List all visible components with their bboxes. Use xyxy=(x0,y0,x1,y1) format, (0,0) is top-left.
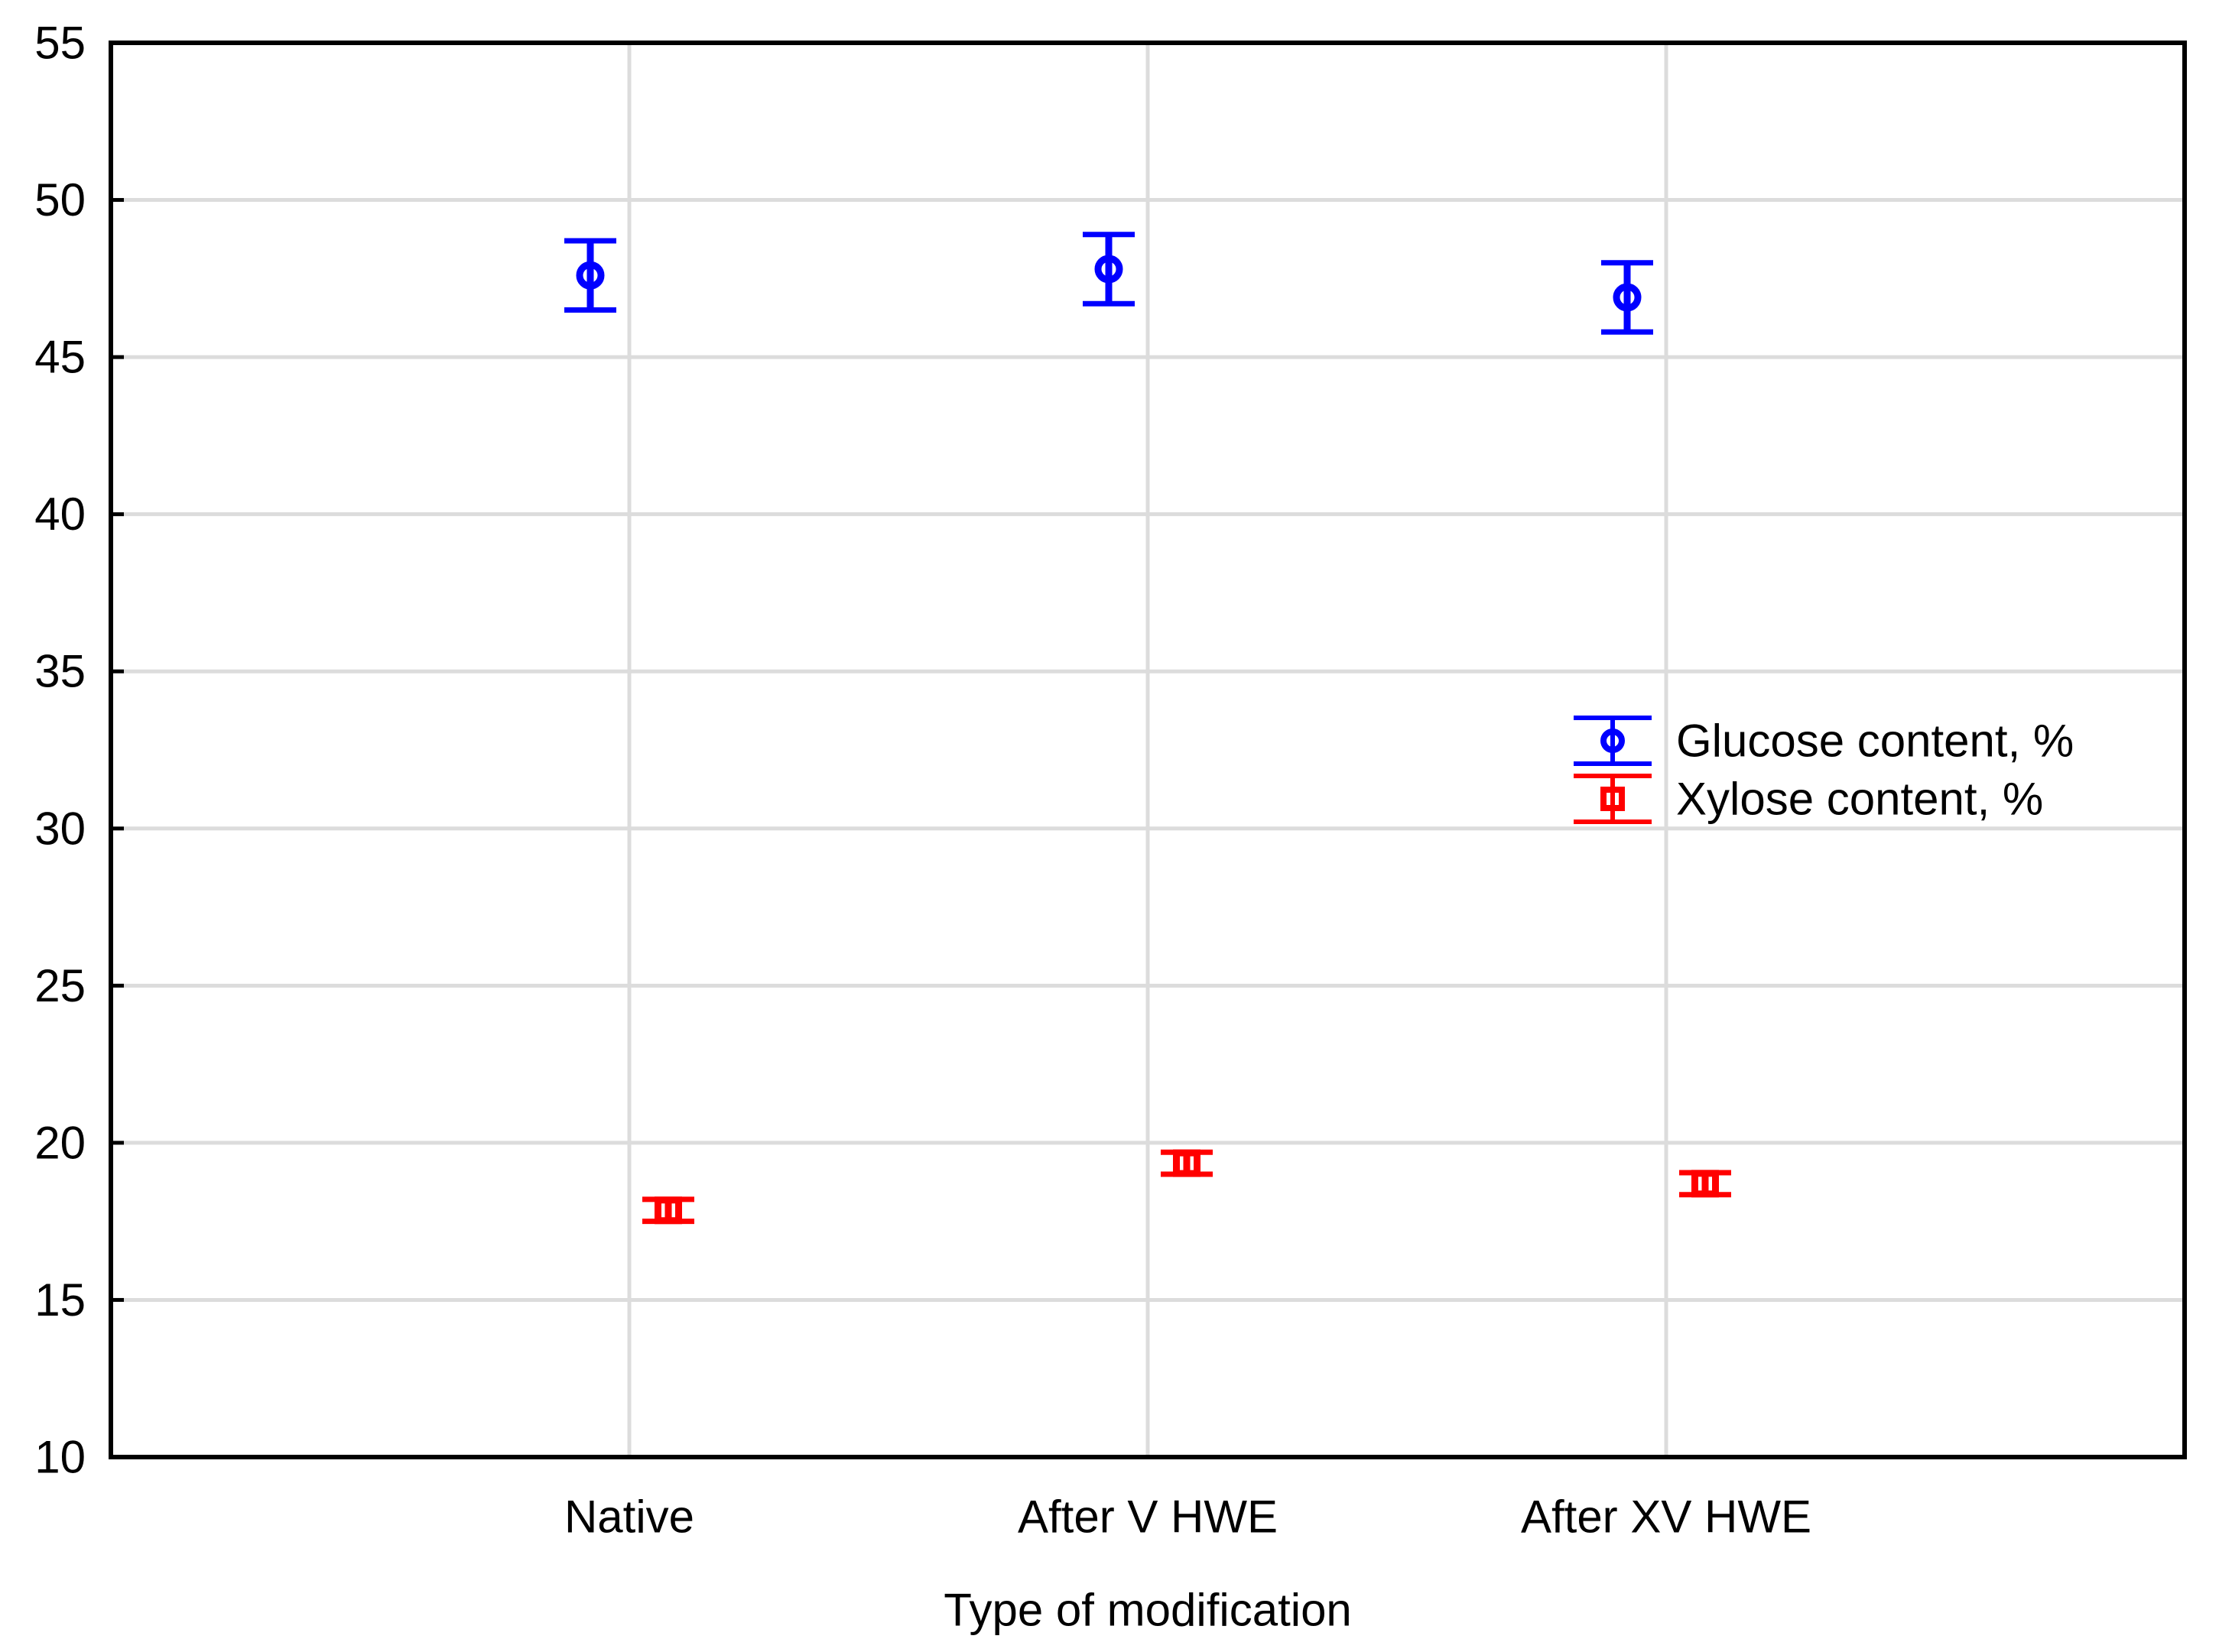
data-point-square xyxy=(1691,1170,1719,1198)
x-category-label: After V HWE xyxy=(1018,1491,1278,1543)
data-point-circle xyxy=(1094,255,1123,284)
legend-label: Xylose content, % xyxy=(1676,774,2043,825)
y-tick-label: 20 xyxy=(34,1117,86,1168)
y-tick-label: 35 xyxy=(34,646,86,697)
plot-border xyxy=(109,41,2187,1459)
x-axis-title: Type of modification xyxy=(944,1585,1352,1636)
y-tick-label: 45 xyxy=(34,332,86,383)
legend-marker-square xyxy=(1600,787,1625,811)
y-tick-label: 25 xyxy=(34,960,86,1011)
data-point-square xyxy=(1173,1149,1200,1177)
y-tick-label: 10 xyxy=(34,1432,86,1483)
y-tick-label: 50 xyxy=(34,174,86,226)
data-point-circle xyxy=(576,261,605,290)
y-tick-label: 15 xyxy=(34,1274,86,1326)
data-point-square xyxy=(655,1196,682,1225)
data-point-circle xyxy=(1613,283,1642,312)
y-tick-label: 30 xyxy=(34,803,86,854)
x-category-label: After XV HWE xyxy=(1521,1491,1811,1543)
legend-label: Glucose content, % xyxy=(1676,716,2074,767)
y-tick-label: 40 xyxy=(34,488,86,540)
legend-marker-circle xyxy=(1600,729,1625,753)
y-tick-label: 55 xyxy=(34,18,86,69)
x-category-label: Native xyxy=(564,1491,694,1543)
